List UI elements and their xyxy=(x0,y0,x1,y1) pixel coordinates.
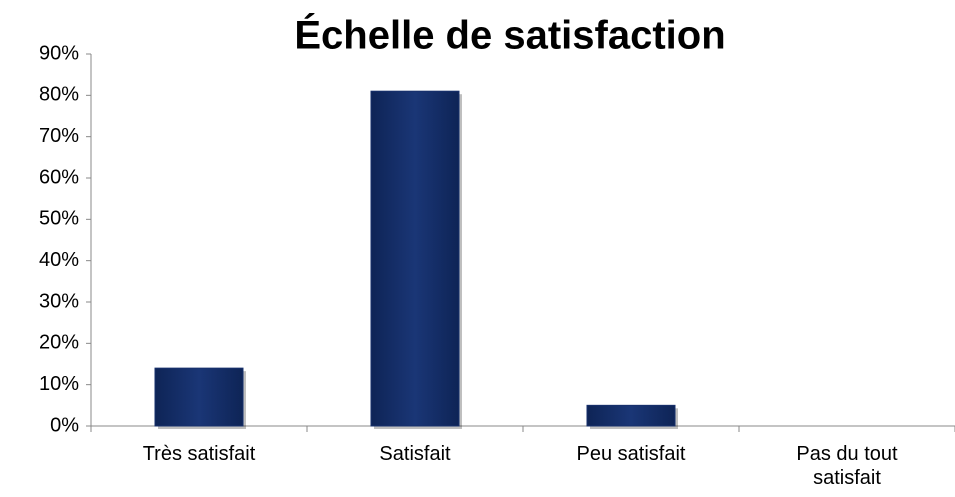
x-tick-label: Peu satisfait xyxy=(576,443,686,465)
y-tick-label: 90% xyxy=(39,42,79,64)
x-tick-label: Satisfait xyxy=(379,443,451,465)
bar xyxy=(586,404,676,427)
x-tick-label: Très satisfait xyxy=(142,443,256,465)
y-tick-label: 30% xyxy=(39,290,79,312)
y-tick-label: 70% xyxy=(39,125,79,147)
bar xyxy=(154,367,244,427)
y-tick-label: 40% xyxy=(39,249,79,271)
y-tick-label: 60% xyxy=(39,166,79,188)
y-tick-label: 0% xyxy=(50,414,79,436)
y-tick-label: 50% xyxy=(39,208,79,230)
y-tick-label: 20% xyxy=(39,332,79,354)
y-tick-label: 80% xyxy=(39,84,79,106)
y-tick-label: 10% xyxy=(39,373,79,395)
bar xyxy=(370,90,460,427)
chart-title: Échelle de satisfaction xyxy=(294,13,725,58)
x-tick-label: Pas du tout satisfait xyxy=(796,443,898,489)
